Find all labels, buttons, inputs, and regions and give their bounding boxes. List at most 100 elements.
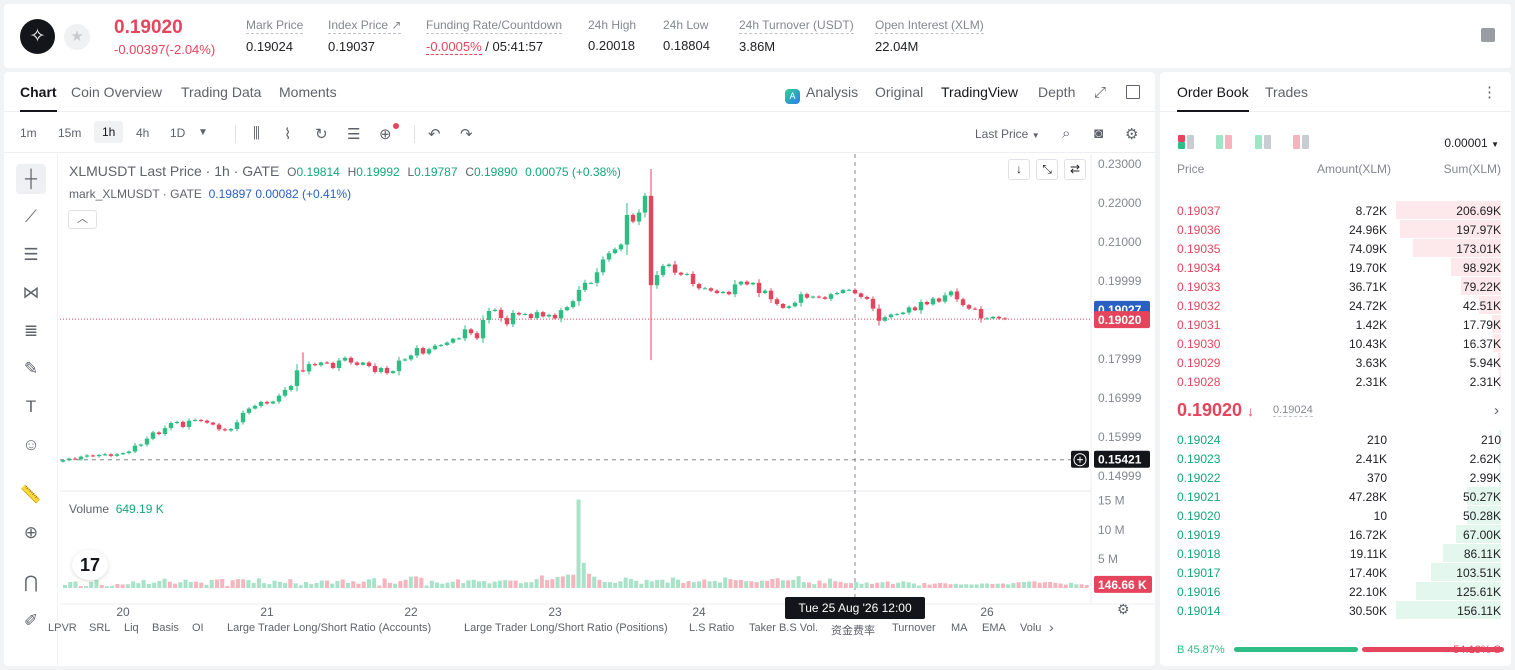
indicator-item[interactable]: Liq (124, 622, 139, 634)
plus-circle-icon (1073, 453, 1087, 467)
bid-row[interactable]: 0.19019 16.72K 67.00K (1160, 525, 1511, 544)
indicator-item[interactable]: Large Trader Long/Short Ratio (Positions… (464, 622, 668, 634)
ask-row[interactable]: 0.19028 2.31K 2.31K (1160, 372, 1511, 391)
text-icon[interactable]: T (25, 397, 37, 416)
bid-row[interactable]: 0.19024 210 210 (1160, 430, 1511, 449)
ask-row[interactable]: 0.19033 36.71K 79.22K (1160, 277, 1511, 296)
layout-both-icon[interactable] (1178, 135, 1194, 149)
indicator-item[interactable]: LPVR (48, 622, 77, 634)
ask-row[interactable]: 0.19032 24.72K 42.51K (1160, 296, 1511, 315)
chevron-right-icon[interactable]: › (1494, 402, 1499, 419)
ask-row[interactable]: 0.19031 1.42K 17.79K (1160, 315, 1511, 334)
timeframe-4h[interactable]: 4h (136, 126, 150, 140)
arrow-down-icon[interactable]: ↓ (1008, 159, 1030, 180)
indicator-item[interactable]: 资金费率 (831, 625, 875, 637)
layout-asks-icon[interactable] (1293, 135, 1310, 149)
tab-coin-overview[interactable]: Coin Overview (71, 84, 163, 100)
refresh-icon[interactable]: ⇄ (1064, 159, 1086, 180)
collapse-legend-button[interactable]: ︿ (68, 210, 97, 229)
add-alert-icon[interactable]: ⊕ (379, 123, 399, 143)
ask-row[interactable]: 0.19029 3.63K 5.94K (1160, 353, 1511, 372)
stat-label[interactable]: Index Price ↗ (328, 18, 402, 34)
magnet-icon[interactable]: ⋂ (24, 573, 38, 592)
ask-row[interactable]: 0.19030 10.43K 16.37K (1160, 334, 1511, 353)
indicator-item[interactable]: EMA (982, 622, 1006, 634)
ruler-icon[interactable]: 📏 (20, 485, 42, 504)
trend-line-icon[interactable]: ⟋ (25, 207, 37, 226)
templates-icon[interactable]: ☰ (347, 126, 361, 143)
timeframe-1m[interactable]: 1m (20, 126, 37, 140)
undo-icon[interactable]: ↶ (428, 126, 441, 143)
indicator-item[interactable]: Taker B.S Vol. (749, 622, 819, 634)
indicator-item[interactable]: Turnover (892, 622, 936, 634)
redo-icon[interactable]: ↷ (460, 126, 473, 143)
timeframe-15m[interactable]: 15m (58, 126, 82, 140)
tab-moments[interactable]: Moments (279, 84, 337, 100)
caret-down-icon[interactable]: ▼ (198, 127, 208, 138)
indicator-item[interactable]: L.S Ratio (689, 622, 735, 634)
candles-icon[interactable]: ⫼ (253, 125, 260, 142)
ask-row[interactable]: 0.19037 8.72K 206.69K (1160, 201, 1511, 220)
ask-row[interactable]: 0.19036 24.96K 197.97K (1160, 220, 1511, 239)
tab-trading-data[interactable]: Trading Data (181, 84, 262, 100)
zoom-in-icon[interactable]: ⊕ (23, 523, 39, 542)
candlestick-chart[interactable]: 0.23000 0.22000 0.21000 0.19999 0.17999 0.169… (4, 154, 1155, 666)
timeframe-1d[interactable]: 1D (170, 126, 186, 140)
ask-row[interactable]: 0.19034 19.70K 98.92K (1160, 258, 1511, 277)
analysis-button[interactable]: A Analysis (785, 84, 858, 104)
bid-row[interactable]: 0.19018 19.11K 86.11K (1160, 544, 1511, 563)
tradingview-logo[interactable]: 17 (72, 550, 108, 580)
view-depth[interactable]: Depth (1038, 84, 1076, 100)
layout-bids-icon[interactable] (1254, 135, 1271, 149)
settings-icon[interactable]: ⚙ (1117, 601, 1130, 617)
indicator-item[interactable]: Basis (152, 622, 179, 634)
gear-icon[interactable]: ⚙ (1125, 126, 1139, 143)
bid-row[interactable]: 0.19014 30.50K 156.11K (1160, 601, 1511, 620)
view-tradingview[interactable]: TradingView (941, 84, 1019, 100)
mid-price[interactable]: 0.19020 ↓ (1177, 400, 1254, 421)
bid-row[interactable]: 0.19023 2.41K 2.62K (1160, 449, 1511, 468)
pattern-icon[interactable]: ⋈ (22, 283, 40, 302)
tab-trades[interactable]: Trades (1265, 84, 1309, 100)
pencil-lock-icon[interactable]: ✐ (23, 611, 39, 630)
fullscreen-icon[interactable] (1126, 85, 1140, 99)
indicator-item[interactable]: OI (192, 622, 204, 634)
price-type-select[interactable]: Last Price ▼ (975, 127, 1040, 141)
replay-icon[interactable]: ↻ (315, 126, 328, 143)
stat-label[interactable]: 24h Turnover (USDT) (739, 18, 854, 34)
candle-body (540, 312, 546, 317)
crosshair-icon[interactable]: ┼ (16, 164, 46, 194)
stat-label[interactable]: Open Interest (XLM) (875, 18, 984, 34)
indicator-item[interactable]: Large Trader Long/Short Ratio (Accounts) (227, 622, 432, 634)
timeframe-1h[interactable]: 1h (94, 121, 124, 143)
ask-row[interactable]: 0.19035 74.09K 173.01K (1160, 239, 1511, 258)
bid-row[interactable]: 0.19020 10 50.28K (1160, 506, 1511, 525)
chevron-right-icon[interactable]: › (1049, 619, 1054, 635)
search-icon[interactable]: ⌕ (1062, 125, 1071, 142)
star-icon[interactable]: ★ (64, 24, 90, 50)
indicator-item[interactable]: Volu (1020, 622, 1042, 634)
precision-select[interactable]: 0.00001 ▼ (1444, 136, 1499, 150)
bid-row[interactable]: 0.19021 47.28K 50.27K (1160, 487, 1511, 506)
book-icon[interactable] (1481, 28, 1495, 42)
stat-label[interactable]: Funding Rate/Countdown (426, 18, 563, 34)
bid-row[interactable]: 0.19016 22.10K 125.61K (1160, 582, 1511, 601)
expand-icon[interactable]: ⤢ (1094, 84, 1107, 101)
view-original[interactable]: Original (875, 84, 924, 100)
bid-row[interactable]: 0.19017 17.40K 103.51K (1160, 563, 1511, 582)
brush-icon[interactable]: ✎ (23, 359, 39, 378)
indicators-icon[interactable]: ⌇ (284, 126, 292, 143)
more-vertical-icon[interactable]: ⋮ (1482, 84, 1497, 101)
layout-split-icon[interactable] (1216, 135, 1233, 149)
indicator-item[interactable]: SRL (89, 622, 111, 634)
horizontal-lines-icon[interactable]: ☰ (23, 245, 39, 264)
tab-order-book[interactable]: Order Book (1177, 84, 1249, 112)
stat-label[interactable]: Mark Price (246, 18, 304, 34)
camera-icon[interactable]: ◙ (1094, 125, 1104, 142)
indicator-item[interactable]: MA (951, 622, 968, 634)
bid-row[interactable]: 0.19022 370 2.99K (1160, 468, 1511, 487)
fib-icon[interactable]: ≣ (23, 321, 39, 340)
tab-chart[interactable]: Chart (20, 84, 57, 112)
emoji-icon[interactable]: ☺ (22, 435, 40, 454)
compress-icon[interactable]: ⤡ (1036, 159, 1058, 180)
